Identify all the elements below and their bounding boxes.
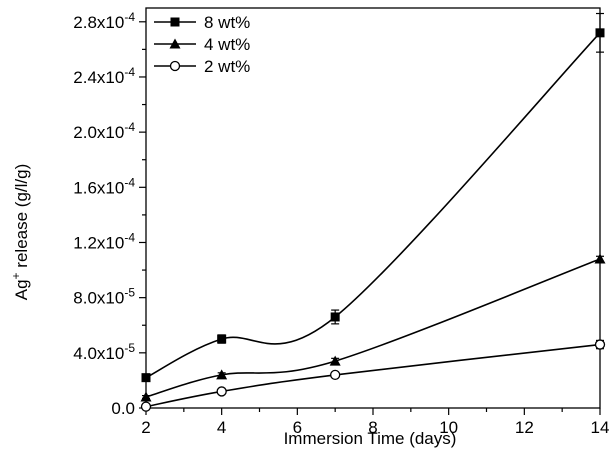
y-tick-label: 1.6x10-4 — [73, 175, 135, 197]
y-tick-mantissa: 4.0x10 — [73, 344, 124, 363]
legend-marker — [169, 38, 181, 49]
data-point — [330, 369, 341, 381]
y-tick-label: 8.0x10-5 — [73, 286, 135, 308]
y-tick-mantissa: 1.6x10 — [73, 178, 124, 197]
y-tick-exponent: -4 — [124, 175, 135, 189]
series-1 — [141, 12, 605, 383]
y-tick-label: 2.4x10-4 — [73, 65, 135, 87]
x-tick-label: 6 — [293, 418, 302, 437]
series-line — [145, 343, 601, 408]
y-tick-label: 1.2x10-4 — [73, 230, 135, 252]
series-3 — [140, 339, 606, 412]
y-tick-label: 2.0x10-4 — [73, 120, 135, 142]
y-tick-mantissa: 2.8x10 — [73, 13, 124, 32]
y-tick-exponent: -5 — [124, 341, 135, 355]
legend-entry: 4 wt% — [154, 35, 250, 54]
data-point — [594, 339, 606, 350]
y-tick-mantissa: 0.0 — [111, 399, 135, 418]
data-point — [141, 373, 151, 383]
legend-label: 2 wt% — [204, 57, 250, 76]
x-tick-label: 8 — [368, 418, 377, 437]
data-point — [140, 391, 152, 402]
data-point — [330, 312, 340, 322]
y-tick-exponent: -4 — [124, 120, 135, 134]
legend-entry: 8 wt% — [154, 13, 250, 32]
y-axis-title-main: Ag — [12, 279, 31, 300]
data-point — [216, 369, 228, 380]
y-tick-mantissa: 1.2x10 — [73, 233, 124, 252]
y-axis-title-rest: release (g/l/g) — [12, 164, 31, 273]
data-point — [217, 334, 227, 344]
data-point — [216, 386, 227, 397]
y-tick-label: 4.0x10-5 — [73, 341, 135, 363]
data-point — [140, 401, 152, 412]
legend: 8 wt% 4 wt% 2 wt% — [154, 13, 250, 76]
y-tick-mantissa: 2.4x10 — [73, 68, 124, 87]
x-axis-title: Immersion Time (days) — [284, 429, 457, 448]
y-tick-label: 2.8x10-4 — [73, 10, 135, 32]
data-point — [595, 28, 605, 38]
series-line — [145, 32, 601, 379]
series-2 — [140, 253, 606, 402]
legend-marker — [169, 60, 181, 72]
x-tick-label: 10 — [439, 418, 458, 437]
x-tick-label: 2 — [141, 418, 150, 437]
y-axis-title-sup: + — [9, 272, 23, 279]
legend-entry: 2 wt% — [154, 57, 250, 76]
x-tick-label: 14 — [591, 418, 610, 437]
x-tick-label: 12 — [515, 418, 534, 437]
legend-label: 4 wt% — [204, 35, 250, 54]
y-tick-mantissa: 2.0x10 — [73, 123, 124, 142]
y-tick-mantissa: 8.0x10 — [73, 289, 124, 308]
data-point — [329, 355, 341, 366]
y-tick-exponent: -4 — [124, 65, 135, 79]
y-tick-exponent: -5 — [124, 286, 135, 300]
series-line — [145, 258, 601, 398]
x-tick-label: 4 — [217, 418, 226, 437]
ticks: 2 4 6 8 10 12 140.04.0x10-58.0x10-51.2x10-41.6… — [73, 10, 609, 437]
legend-label: 8 wt% — [204, 13, 250, 32]
data-point — [594, 253, 606, 264]
series-layer — [140, 12, 606, 412]
y-tick-exponent: -4 — [124, 10, 135, 24]
legend-marker — [170, 17, 180, 27]
y-axis-title: Ag+ release (g/l/g) — [9, 164, 31, 300]
y-tick-exponent: -4 — [124, 230, 135, 244]
y-tick-label: 0.0 — [111, 399, 135, 418]
